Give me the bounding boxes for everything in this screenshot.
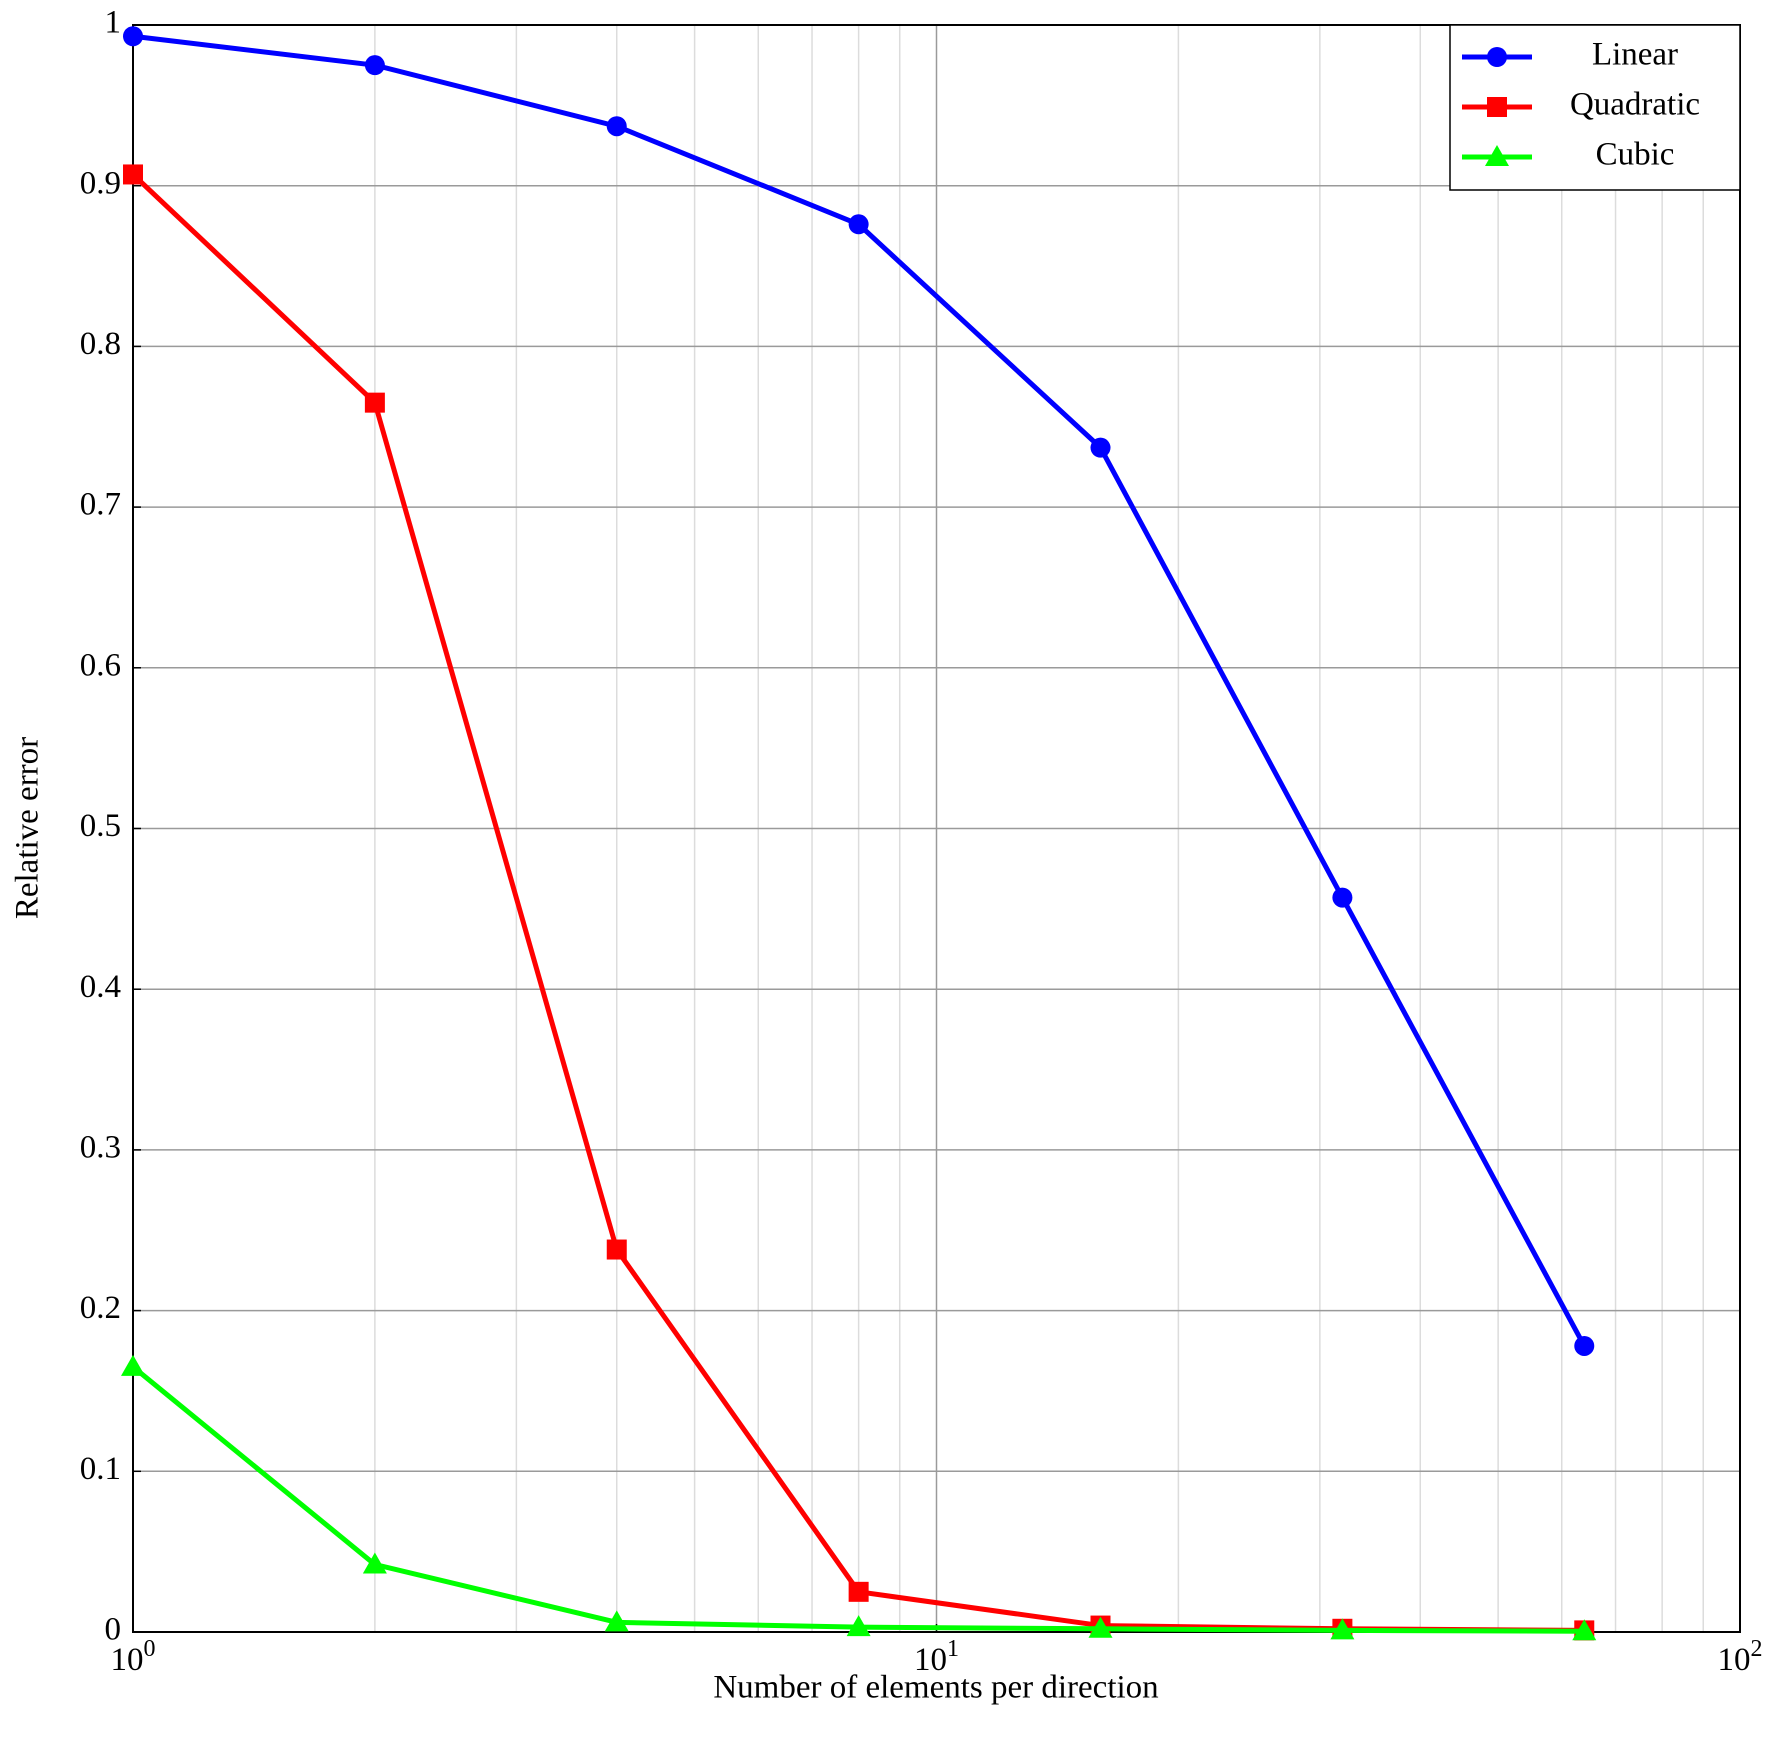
plot-frame	[132, 24, 1741, 1633]
legend-label: Linear	[1592, 37, 1678, 73]
marker	[1487, 97, 1507, 117]
x-tick-base: 10	[1718, 1642, 1751, 1678]
marker	[1332, 887, 1353, 908]
marker	[1090, 437, 1111, 458]
x-tick-exp: 1	[947, 1636, 959, 1662]
marker	[123, 26, 143, 47]
y-tick-label: 0.8	[80, 326, 121, 362]
x-tick-label: 100	[111, 1636, 156, 1678]
marker	[362, 1552, 387, 1574]
marker	[1088, 1616, 1113, 1638]
y-tick-label: 0.2	[80, 1290, 121, 1326]
x-tick-base: 10	[914, 1642, 947, 1678]
x-tick-base: 10	[111, 1642, 144, 1678]
y-tick-label: 1	[105, 5, 122, 41]
marker	[1485, 145, 1509, 166]
marker	[848, 214, 869, 235]
y-tick-label: 0.9	[80, 165, 121, 201]
marker	[606, 1239, 627, 1260]
x-tick-label: 101	[914, 1636, 959, 1678]
marker	[848, 1581, 869, 1602]
marker	[1487, 47, 1507, 67]
marker	[364, 392, 385, 413]
marker	[1572, 1619, 1597, 1641]
marker	[846, 1615, 871, 1637]
marker	[606, 116, 627, 137]
legend-label: Quadratic	[1570, 87, 1700, 123]
y-tick-label: 0.3	[80, 1129, 121, 1165]
marker	[123, 164, 143, 185]
marker	[604, 1610, 629, 1632]
x-tick-exp: 0	[144, 1636, 156, 1662]
y-tick-label: 0.5	[80, 808, 121, 844]
y-tick-label: 0.7	[80, 487, 121, 523]
y-tick-label: 0.1	[80, 1451, 121, 1487]
x-axis-label: Number of elements per direction	[713, 1670, 1158, 1706]
legend-label: Cubic	[1596, 137, 1675, 173]
marker	[1330, 1618, 1355, 1640]
marker	[1574, 1335, 1595, 1356]
x-tick-label: 102	[1718, 1636, 1763, 1678]
marker	[121, 1354, 145, 1376]
marker	[364, 55, 385, 76]
y-axis-label: Relative error	[10, 737, 46, 919]
y-tick-label: 0.6	[80, 647, 121, 683]
x-tick-exp: 2	[1751, 1636, 1763, 1662]
y-tick-label: 0	[105, 1612, 122, 1648]
y-tick-label: 0.4	[80, 969, 121, 1005]
legend: Linear Quadratic Cubic	[1449, 24, 1741, 191]
